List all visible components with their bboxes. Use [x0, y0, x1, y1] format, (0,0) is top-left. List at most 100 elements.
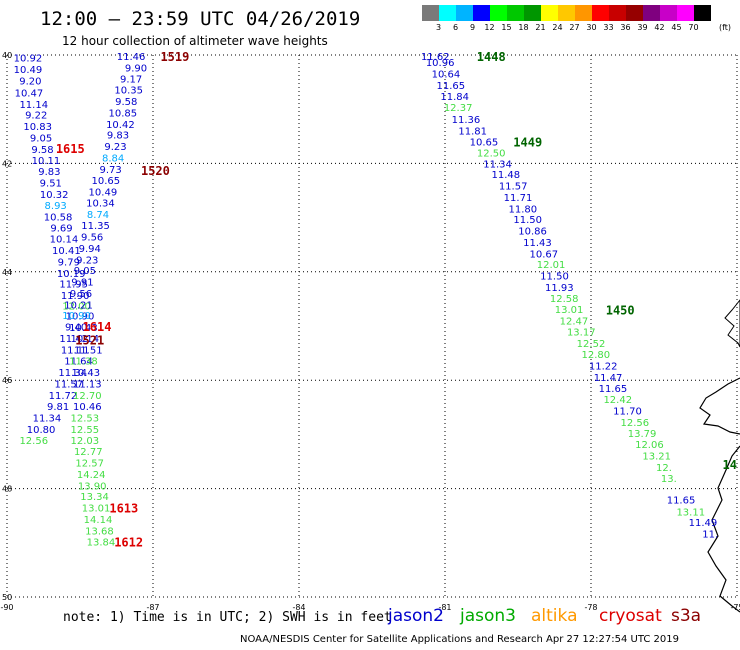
- wave-height-label: 13.01: [555, 305, 584, 316]
- wave-height-label: 9.20: [19, 76, 41, 87]
- wave-height-label: 11.22: [589, 362, 618, 373]
- color-swatch: [507, 5, 524, 21]
- color-scale-label: 18: [518, 23, 529, 32]
- wave-height-label: 12.42: [603, 395, 632, 406]
- wave-height-label: 11.51: [74, 345, 103, 356]
- lon-label: -75: [730, 603, 740, 612]
- wave-height-label: 11.71: [504, 193, 533, 204]
- wave-height-label: 10.90: [66, 312, 95, 323]
- color-scale-label: 15: [501, 23, 512, 32]
- wave-height-label: 12.56: [620, 418, 649, 429]
- wave-height-label: 9.91: [71, 278, 93, 289]
- wave-height-label: 10.65: [91, 176, 120, 187]
- wave-height-label: 13.34: [80, 492, 109, 503]
- wave-height-label: 11.48: [492, 170, 521, 181]
- wave-height-label: 9.56: [70, 289, 92, 300]
- wave-height-label: 12.70: [73, 391, 102, 402]
- wave-height-label: 10.42: [106, 120, 135, 131]
- color-swatch: [524, 5, 541, 21]
- wave-height-label: 8.74: [87, 210, 109, 221]
- wave-height-label: 11.57: [499, 182, 528, 193]
- color-scale-label: 36: [620, 23, 631, 32]
- color-swatch: [439, 5, 456, 21]
- wave-height-label: 8.84: [102, 153, 124, 164]
- wave-height-label: 12.06: [635, 440, 664, 451]
- wave-height-label: 11.36: [452, 115, 481, 126]
- wave-height-label: 10.43: [72, 368, 101, 379]
- pass-time-label: 1521: [75, 334, 104, 348]
- color-swatch: [473, 5, 490, 21]
- wave-height-label: 9.90: [125, 63, 147, 74]
- wave-height-label: 10.34: [86, 198, 115, 209]
- wave-height-label: 12.: [656, 463, 672, 474]
- legend-jason3: jason3: [460, 606, 516, 626]
- wave-height-label: 10.65: [470, 138, 499, 149]
- wave-height-label: 10.21: [64, 300, 93, 311]
- wave-height-label: 11.49: [689, 518, 718, 529]
- color-scale-label: 70: [688, 23, 699, 32]
- color-swatch: [694, 5, 711, 21]
- wave-height-label: 12.53: [71, 414, 100, 425]
- wave-height-label: 10.46: [73, 402, 102, 413]
- wave-height-label: 10.47: [15, 88, 44, 99]
- wave-height-label: 10.92: [14, 54, 43, 65]
- color-scale-label: 3: [435, 23, 442, 32]
- wave-height-label: 12.56: [19, 436, 48, 447]
- wave-height-label: 13.79: [628, 429, 657, 440]
- wave-height-label: 11.70: [613, 407, 642, 418]
- wave-height-label: 9.51: [40, 178, 62, 189]
- color-swatch: [422, 5, 439, 21]
- wave-height-label: 10.14: [50, 235, 79, 246]
- lon-label: -81: [438, 603, 451, 612]
- lon-label: -84: [292, 603, 305, 612]
- wave-height-label: 12.00: [62, 301, 91, 312]
- wave-height-label: 11.65: [599, 384, 628, 395]
- wave-height-label: 11.57: [54, 379, 83, 390]
- wave-height-label: 12.47: [560, 317, 589, 328]
- wave-height-label: 12.58: [550, 294, 579, 305]
- pass-time-label: 1519: [160, 50, 189, 64]
- color-swatch: [643, 5, 660, 21]
- color-scale-label: 24: [552, 23, 563, 32]
- color-scale-label: 21: [535, 23, 546, 32]
- wave-height-label: 11.72: [49, 391, 78, 402]
- wave-height-label: 10.19: [57, 269, 86, 280]
- wave-height-label: 13.21: [642, 452, 671, 463]
- color-scale-label: 27: [569, 23, 580, 32]
- wave-height-label: 9.23: [76, 255, 98, 266]
- color-scale-label: 45: [671, 23, 682, 32]
- wave-height-label: 10.80: [27, 425, 56, 436]
- color-scale-label: 39: [637, 23, 648, 32]
- wave-height-label: 11.65: [437, 81, 466, 92]
- wave-height-label: 9.40: [65, 323, 87, 334]
- wave-height-label: 9.56: [81, 233, 103, 244]
- wave-height-label: 9.22: [25, 111, 47, 122]
- wave-height-label: 13.90: [78, 481, 107, 492]
- wave-height-label: 10.11: [32, 156, 61, 167]
- wave-height-label: 9.05: [74, 266, 96, 277]
- wave-height-label: 9.94: [79, 244, 101, 255]
- pass-time-label: 1613: [109, 502, 138, 516]
- wave-height-label: 11.95: [59, 280, 88, 291]
- map-subtitle: 12 hour collection of altimeter wave hei…: [62, 34, 328, 48]
- color-swatch: [575, 5, 592, 21]
- wave-height-label: 9.83: [38, 167, 60, 178]
- legend-s3a: s3a: [671, 606, 702, 626]
- wave-height-label: 12.50: [477, 149, 506, 160]
- color-swatch: [677, 5, 694, 21]
- color-scale-label: 42: [654, 23, 665, 32]
- color-swatch: [609, 5, 626, 21]
- wave-height-label: 11.90: [61, 291, 90, 302]
- footnote: note: 1) Time is in UTC; 2) SWH is in fe…: [63, 610, 392, 625]
- wave-height-label: 8.93: [45, 201, 67, 212]
- map-title: 12:00 – 23:59 UTC 04/26/2019: [40, 8, 361, 30]
- color-swatch: [558, 5, 575, 21]
- wave-height-label: 12.37: [444, 103, 473, 114]
- pass-time-label: 1612: [114, 536, 143, 550]
- wave-height-label: 9.79: [58, 258, 80, 269]
- wave-height-label: 12.55: [71, 425, 100, 436]
- color-swatch: [626, 5, 643, 21]
- wave-height-label: 10.43: [69, 323, 98, 334]
- pass-time-label: 1615: [56, 142, 85, 156]
- wave-height-label: 10.85: [109, 108, 138, 119]
